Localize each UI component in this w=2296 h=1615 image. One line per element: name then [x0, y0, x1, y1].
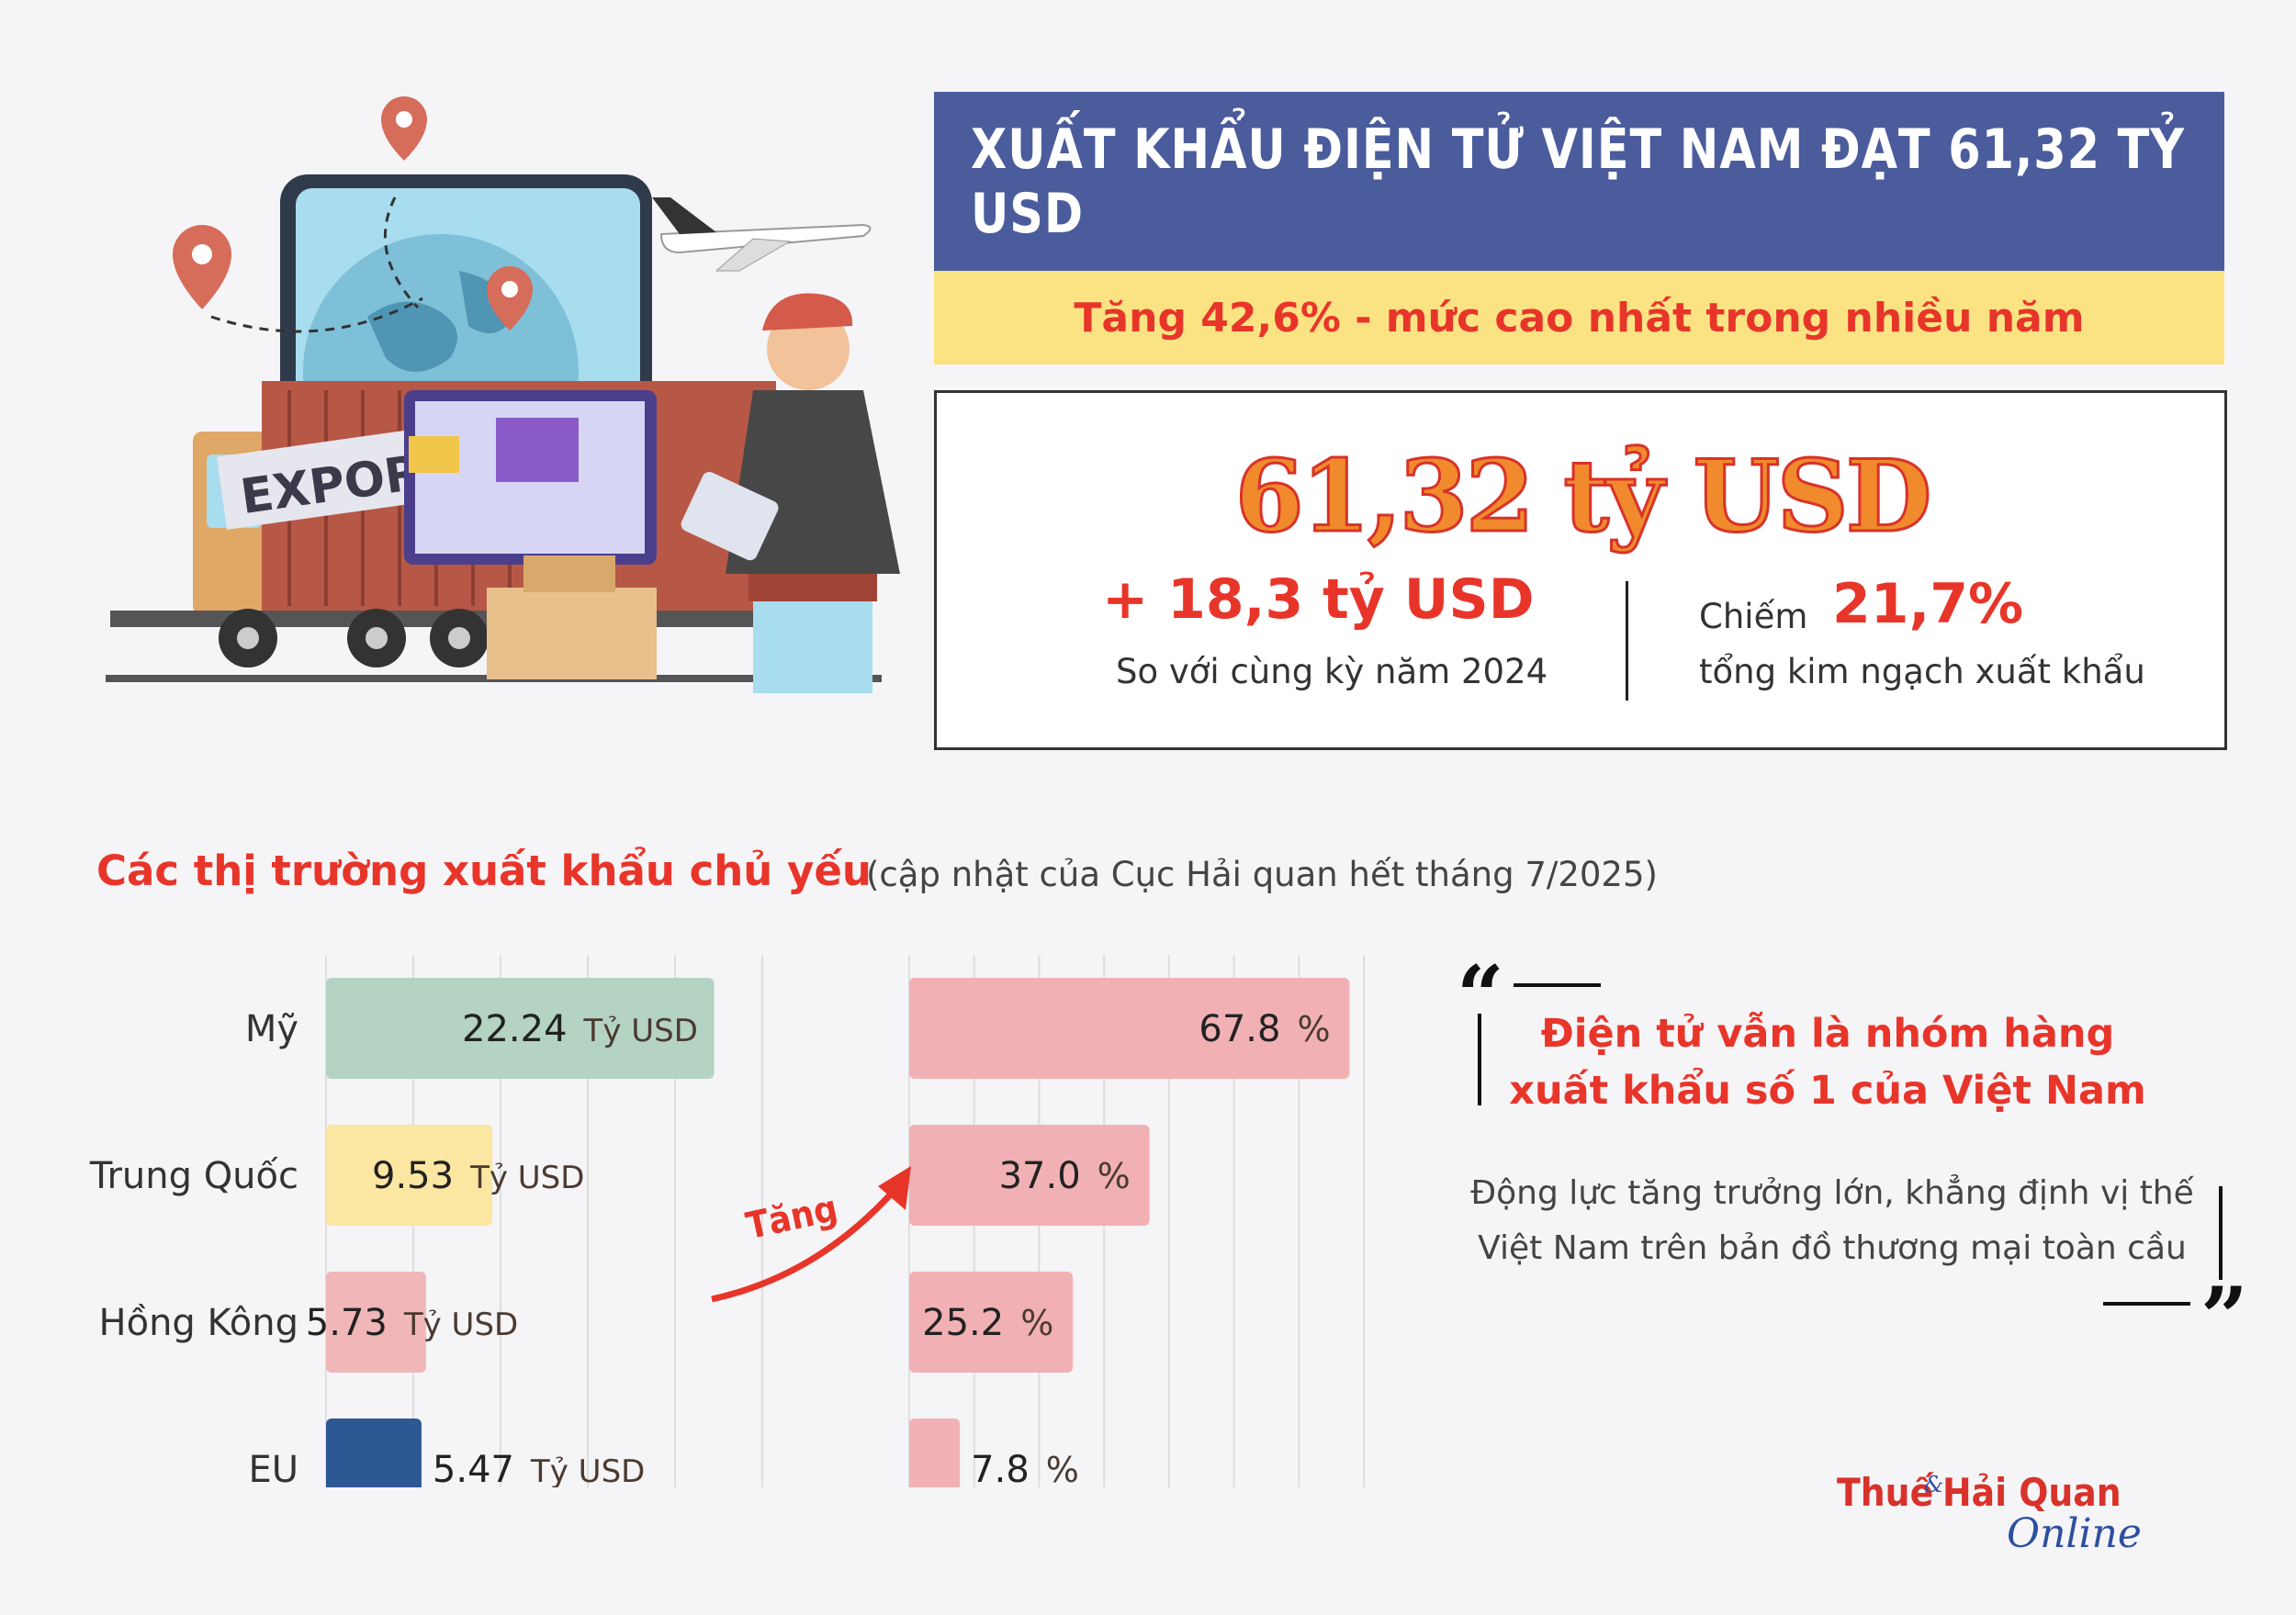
share-prefix: Chiếm	[1699, 597, 1808, 636]
growth-caption: So với cùng kỳ năm 2024	[1116, 652, 1548, 691]
quote-close-icon: ”	[2200, 1269, 2248, 1366]
unit-label: Tỷ USD	[469, 1160, 584, 1196]
airplane-icon	[652, 197, 872, 272]
increase-arrow-icon: Tăng	[711, 1166, 911, 1303]
category-label: Hồng Kông	[99, 1302, 298, 1344]
quote-rule	[1478, 1014, 1481, 1105]
brand-logo: Thuế & Hải Quan Online	[1837, 1470, 2142, 1557]
worker-icon	[681, 293, 900, 693]
unit-label: Tỷ USD	[583, 1013, 698, 1049]
bar	[326, 1125, 493, 1226]
quote-body-line: Động lực tăng trưởng lớn, khẳng định vị …	[1470, 1174, 2194, 1212]
summary-divider	[1626, 581, 1628, 701]
logo-text: Hải Quan	[1942, 1470, 2122, 1515]
total-export-value: 61,32 tỷ USD	[1233, 438, 1933, 556]
location-pin-icon	[487, 266, 533, 331]
logo-text: Online	[2007, 1510, 2142, 1557]
share-value: 21,7%	[1832, 572, 2024, 636]
subtitle-banner: Tăng 42,6% - mức cao nhất trong nhiều nă…	[934, 271, 2224, 364]
continents-shape	[367, 271, 514, 372]
bar	[909, 1419, 961, 1487]
bar	[909, 978, 1350, 1079]
unit-label: %	[1297, 1009, 1330, 1049]
section-note: (cập nhật của Cục Hải quan hết tháng 7/2…	[866, 855, 1658, 894]
data-label: 5.73	[306, 1302, 388, 1344]
logo-text: Thuế	[1837, 1470, 1934, 1515]
quote-headline-line: xuất khẩu số 1 của Việt Nam	[1509, 1068, 2146, 1114]
logo-text: &	[1924, 1472, 1943, 1497]
title-banner: XUẤT KHẨU ĐIỆN TỬ VIỆT NAM ĐẠT 61,32 TỶ …	[934, 92, 2224, 271]
data-label: 7.8	[971, 1449, 1030, 1487]
quote-body: Động lực tăng trưởng lớn, khẳng định vị …	[1446, 1166, 2218, 1276]
data-label: 67.8	[1199, 1008, 1280, 1050]
quote-rule	[1514, 983, 1601, 987]
export-illustration: EXPORT	[106, 96, 900, 693]
unit-label: %	[1046, 1450, 1079, 1487]
category-label: EU	[248, 1449, 298, 1487]
quote-body-line: Việt Nam trên bản đồ thương mại toàn cầu	[1478, 1229, 2187, 1267]
share-caption: tổng kim ngạch xuất khẩu	[1699, 652, 2145, 691]
data-label: 37.0	[999, 1155, 1081, 1197]
route-dashes	[210, 196, 423, 333]
category-label: Mỹ	[245, 1008, 298, 1050]
cargo-box-icon	[523, 555, 615, 592]
increase-label: Tăng	[742, 1187, 841, 1248]
quote-rule	[2219, 1186, 2223, 1280]
section-title: Các thị trường xuất khẩu chủ yếu	[96, 847, 872, 895]
quote-headline-line: Điện tử vẫn là nhóm hàng	[1540, 1011, 2115, 1057]
data-label: 5.47	[433, 1449, 514, 1487]
data-label: 9.53	[372, 1155, 454, 1197]
unit-label: %	[1097, 1156, 1131, 1196]
bar	[909, 1125, 1150, 1226]
page-subtitle: Tăng 42,6% - mức cao nhất trong nhiều nă…	[1074, 294, 2085, 342]
cargo-box-icon	[487, 588, 657, 679]
category-label: Trung Quốc	[89, 1155, 298, 1197]
growth-percent-chart: 01020304050607067.8%37.0%25.2%7.8%	[908, 955, 1365, 1487]
growth-value: + 18,3 tỷ USD	[1102, 567, 1535, 632]
bar	[909, 1272, 1074, 1373]
location-pin-icon	[173, 225, 231, 309]
unit-label: %	[1020, 1303, 1053, 1343]
dashboard-screen-icon	[404, 390, 657, 565]
quote-rule	[2103, 1302, 2190, 1306]
unit-label: Tỷ USD	[403, 1307, 518, 1343]
location-pin-icon	[381, 96, 427, 161]
bar	[326, 1419, 422, 1487]
quote-headline: Điện tử vẫn là nhóm hàng xuất khẩu số 1 …	[1460, 1005, 2195, 1119]
data-label: 22.24	[462, 1008, 568, 1050]
page-title: XUẤT KHẨU ĐIỆN TỬ VIỆT NAM ĐẠT 61,32 TỶ …	[971, 117, 2186, 246]
data-label: 25.2	[922, 1302, 1004, 1344]
bar	[326, 1272, 426, 1373]
unit-label: Tỷ USD	[530, 1453, 645, 1487]
summary-box: 61,32 tỷ USD + 18,3 tỷ USD So với cùng k…	[934, 390, 2227, 750]
bar	[326, 978, 715, 1079]
